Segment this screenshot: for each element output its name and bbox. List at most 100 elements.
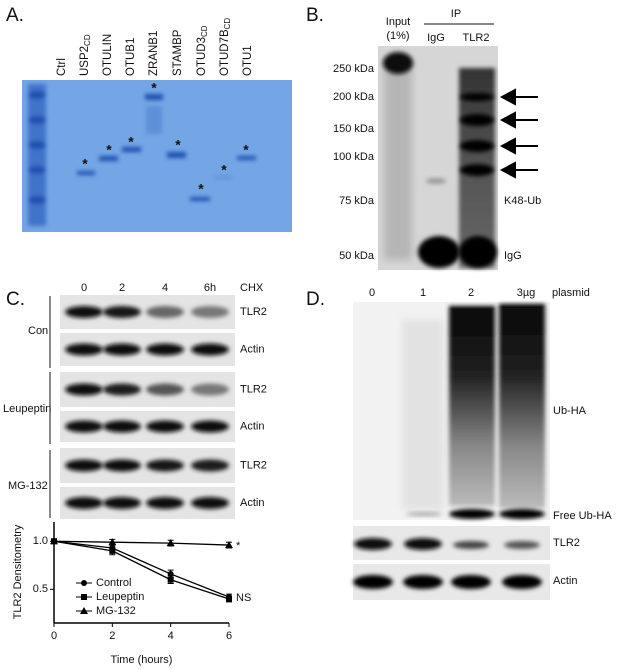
blot-band	[103, 497, 141, 509]
lane-label: OTUD3CD	[196, 25, 209, 76]
series-line	[53, 540, 230, 546]
lane-label: OTUB1	[125, 38, 137, 76]
dose: 0	[369, 287, 375, 299]
band-label: TLR2	[240, 459, 267, 471]
band-marker: *	[82, 156, 88, 172]
ip-label: IP	[451, 8, 461, 20]
legend-label: Leupeptin	[96, 591, 144, 603]
series-line	[53, 540, 230, 598]
blot-band	[65, 459, 103, 472]
panel-label: B.	[306, 5, 324, 26]
panel-label: A.	[6, 5, 24, 26]
blot-band	[103, 306, 141, 318]
y-tick-label: 0.5	[33, 583, 48, 595]
blot-annotation: TLR2	[553, 537, 580, 549]
blot-annotation: K48-Ub	[504, 195, 541, 207]
band-marker: *	[243, 142, 249, 158]
dose: 2	[468, 287, 474, 299]
lane-label: (1%)	[386, 30, 409, 42]
blot-band	[103, 383, 141, 396]
blot-band	[103, 420, 141, 433]
blot-annotation: IgG	[504, 250, 522, 262]
blot-bands	[402, 304, 545, 519]
band-label: Actin	[240, 420, 264, 432]
blot-band	[65, 420, 103, 433]
lane-name: OTUB1	[125, 38, 137, 76]
blot-band	[191, 383, 229, 396]
blot-band	[146, 343, 184, 356]
lane-label: ZRANB1	[148, 31, 160, 76]
lane-name: OTULIN	[102, 34, 114, 76]
band-label: TLR2	[240, 383, 267, 395]
x-axis-label: Time (hours)	[111, 654, 173, 666]
blot-bands	[354, 538, 540, 550]
dose-label: plasmid	[552, 287, 590, 299]
data-point	[226, 595, 232, 602]
lane-name: OTUD3	[196, 37, 208, 76]
panel-label: D.	[306, 289, 325, 310]
blot-band	[103, 459, 141, 472]
x-tick-label: 0	[51, 630, 57, 642]
gel-bands	[28, 84, 256, 226]
mw-marker: 100 kDa	[333, 151, 375, 163]
lane-label: Input	[386, 16, 410, 28]
x-tick-label: 2	[109, 630, 115, 642]
lane-name: USP2	[79, 46, 91, 76]
x-tick-label: 6	[226, 630, 232, 642]
data-point	[166, 539, 175, 547]
lane-name: Ctrl	[56, 58, 68, 76]
blot-band	[146, 383, 184, 396]
blot-annotation: Free Ub-HA	[553, 510, 612, 522]
y-tick-label: 1.0	[33, 535, 48, 547]
lane-name: STAMBP	[172, 29, 184, 76]
band-label: TLR2	[240, 306, 267, 318]
lane-name: OTUD7B	[219, 29, 231, 76]
lane-label: USP2CD	[79, 34, 92, 76]
blot-band	[65, 306, 103, 318]
mw-marker: 250 kDa	[333, 63, 375, 75]
blot-band	[65, 343, 103, 356]
blot-band	[191, 343, 229, 356]
legend-label: Control	[96, 577, 131, 589]
lane-subscript: CD	[83, 34, 92, 46]
timepoint: 6h	[204, 282, 216, 294]
mw-marker: 150 kDa	[333, 123, 375, 135]
band-marker: *	[151, 80, 157, 96]
lane-label: STAMBP	[172, 29, 184, 76]
data-point	[80, 607, 88, 614]
blot-band	[191, 306, 229, 318]
mw-marker: 50 kDa	[339, 250, 375, 262]
group-label: Con	[28, 325, 48, 337]
mw-marker: 200 kDa	[333, 91, 375, 103]
annotation: *	[236, 540, 241, 552]
blot-band	[65, 383, 103, 396]
annotation: NS	[236, 592, 251, 604]
blot-bands	[353, 575, 542, 589]
data-point	[81, 594, 87, 600]
lane-label: Ctrl	[56, 58, 68, 76]
timepoint: 2	[119, 282, 125, 294]
lane-label: TLR2	[463, 32, 490, 44]
x-tick-label: 4	[168, 630, 174, 642]
series-line	[53, 540, 230, 600]
band-marker: *	[198, 181, 204, 197]
band-marker: *	[175, 137, 181, 153]
arrows	[499, 88, 538, 179]
blot-band	[146, 459, 184, 472]
blot-band	[103, 343, 141, 356]
group-label: MG-132	[8, 480, 48, 492]
blot-bands	[383, 52, 497, 268]
blot-band	[191, 459, 229, 472]
lane-label: IgG	[427, 32, 445, 44]
data-point	[81, 580, 87, 586]
y-axis-label: TLR2 Densitometry	[12, 524, 24, 619]
lane-name: OTU1	[242, 45, 254, 76]
data-point	[109, 547, 116, 554]
band-marker: *	[106, 142, 112, 158]
data-point	[50, 537, 58, 545]
mw-marker: 75 kDa	[339, 195, 375, 207]
data-point	[225, 541, 233, 549]
blot-band	[146, 306, 184, 318]
lane-label: OTULIN	[102, 34, 114, 76]
band-label: Actin	[240, 343, 264, 355]
